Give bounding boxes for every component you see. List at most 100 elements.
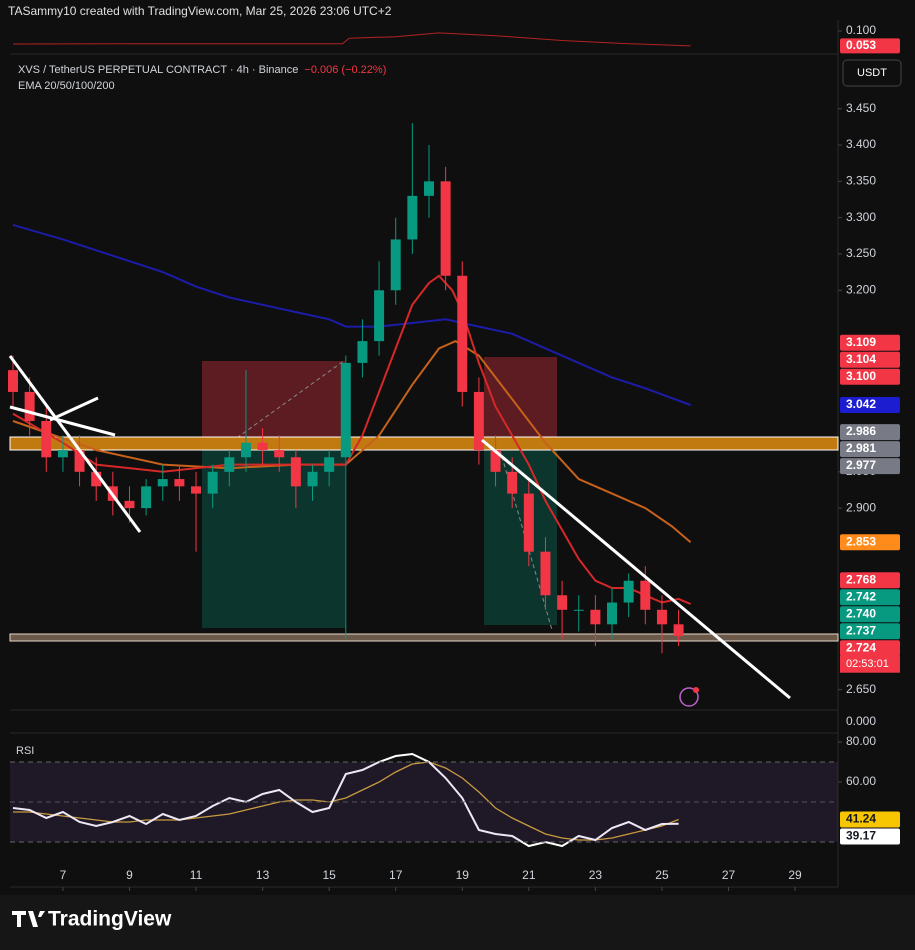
y-tick-label: 80.00	[846, 734, 876, 748]
layout	[9, 20, 839, 888]
trend-line	[9, 405, 116, 437]
price-badge-label: 0.053	[846, 38, 876, 52]
candle-body	[274, 450, 285, 458]
short-target-zone	[484, 450, 557, 625]
candle-body	[374, 290, 385, 342]
price-badge	[840, 640, 900, 657]
price-badge-label: 2.977	[846, 458, 876, 472]
candle-body	[207, 471, 218, 494]
rsi-ma-line	[13, 761, 679, 841]
candle-body	[8, 370, 18, 392]
candle-body	[440, 181, 451, 276]
candle-body	[191, 486, 202, 494]
candle-body	[640, 580, 651, 610]
price-badge	[840, 623, 900, 640]
x-tick-label: 13	[256, 868, 270, 882]
candle-body	[407, 195, 418, 240]
rsi-bands	[10, 761, 838, 843]
price-badge-label: 2.737	[846, 623, 876, 637]
candle-body	[340, 362, 351, 458]
ema-line	[12, 223, 691, 406]
marks	[8, 32, 692, 848]
candle-body	[124, 500, 135, 509]
symbol-title: XVS / TetherUS PERPETUAL CONTRACT · 4h ·…	[18, 64, 298, 76]
price-badge	[840, 606, 900, 623]
rsi-line	[12, 752, 679, 848]
trend-line	[481, 438, 791, 700]
price-badge	[840, 424, 900, 441]
candle-body	[157, 479, 168, 487]
x-tick-label: 19	[456, 868, 470, 882]
x-tick-label: 29	[788, 868, 802, 882]
price-badge-label: 3.104	[846, 352, 876, 366]
candle-body	[57, 450, 68, 458]
x-tick-label: 25	[655, 868, 669, 882]
price-badge	[840, 441, 900, 458]
candle-body	[523, 493, 534, 552]
price-badge	[840, 811, 900, 828]
candle-body	[507, 471, 518, 494]
logo-icon	[12, 911, 45, 927]
x-tick-label: 15	[322, 868, 336, 882]
y-tick-label: 3.250	[846, 246, 876, 260]
ema-line	[12, 339, 692, 544]
brand: TradingView	[48, 908, 172, 931]
price-badge-label: 3.042	[846, 397, 876, 411]
candle-body	[357, 341, 368, 363]
price-badge	[840, 572, 900, 589]
candle-body	[673, 624, 684, 636]
y-tick-label: 3.400	[846, 137, 876, 151]
price-badge	[840, 397, 900, 414]
x-tick-label: 17	[389, 868, 403, 882]
alert-icon[interactable]	[679, 687, 699, 707]
price-badge-label: 2.986	[846, 424, 876, 438]
y-tick-label: 2.900	[846, 500, 876, 514]
candle-body	[224, 457, 235, 472]
candle-body	[240, 442, 251, 458]
currency-button[interactable]	[842, 59, 902, 87]
price-badge	[840, 828, 900, 845]
alert-dot	[693, 687, 699, 693]
trade-path	[219, 359, 346, 451]
price-badge-label: 2.981	[846, 441, 876, 455]
price-badge-label: 3.109	[846, 335, 876, 349]
short-stop-zone	[202, 361, 345, 450]
candle-body	[540, 551, 551, 596]
price-badge-label: 3.100	[846, 369, 876, 383]
x-tick-label: 7	[60, 868, 67, 882]
candle-body	[473, 391, 484, 451]
candle-body	[423, 181, 434, 196]
candle-body	[490, 450, 501, 472]
rsi-title: RSI	[16, 745, 34, 757]
price-badge	[840, 589, 900, 606]
x-tick-label: 23	[589, 868, 603, 882]
price-badge-label: 2.853	[846, 534, 876, 548]
support-zone	[9, 633, 839, 642]
short-target-zone	[202, 450, 345, 628]
candle-body	[656, 609, 667, 625]
y-tick-label: 0.100	[846, 23, 876, 37]
countdown-badge	[840, 655, 900, 673]
candle-body	[607, 602, 618, 625]
x-tick-label: 27	[722, 868, 736, 882]
candle-body	[174, 479, 185, 487]
y-tick-label: 3.350	[846, 174, 876, 188]
credit: TASammy10 created with TradingView.com, …	[8, 4, 392, 18]
top-pane-line	[12, 32, 691, 47]
y-tick-label: 3.200	[846, 282, 876, 296]
indicator-title: EMA 20/50/100/200	[18, 80, 115, 92]
price-badge-label: 2.740	[846, 606, 876, 620]
price-badge	[840, 334, 900, 351]
price-badge-label: 2.768	[846, 572, 876, 586]
candle-body	[24, 391, 35, 421]
price-badge	[840, 368, 900, 385]
drawings	[8, 355, 791, 707]
resistance-zone	[9, 436, 839, 451]
y-tick-label: 0.000	[846, 714, 876, 728]
y-tick-label: 3.450	[846, 101, 876, 115]
candle-body	[623, 580, 634, 603]
short-stop-zone	[484, 357, 557, 450]
price-badge	[840, 38, 900, 54]
y-tick-label: 3.300	[846, 210, 876, 224]
